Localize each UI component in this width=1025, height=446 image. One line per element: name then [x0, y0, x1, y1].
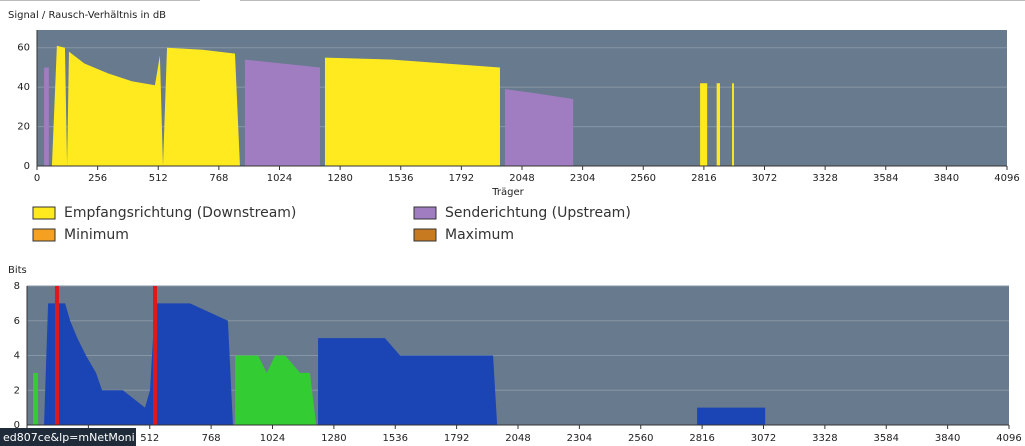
x-tick-label: 1280: [327, 173, 352, 184]
x-tick-label: 3584: [873, 173, 898, 184]
y-tick-label: 2: [14, 385, 20, 396]
y-tick-label: 0: [14, 420, 20, 431]
x-tick-label: 1024: [260, 433, 285, 444]
x-tick-label: 1792: [449, 173, 474, 184]
y-tick-label: 20: [17, 122, 30, 133]
legend-swatch: [32, 228, 56, 242]
x-tick-label: 2816: [689, 433, 714, 444]
x-tick-label: 1792: [444, 433, 469, 444]
legend-swatch: [413, 206, 437, 220]
legend-label: Maximum: [445, 227, 514, 243]
area-series: [44, 59, 574, 166]
legend-label: Senderichtung (Upstream): [445, 205, 631, 221]
area-series: [51, 45, 734, 167]
x-tick-label: 3328: [812, 433, 837, 444]
x-tick-label: 1536: [383, 433, 408, 444]
x-axis-label: Träger: [491, 187, 524, 198]
x-tick-label: 2816: [691, 173, 716, 184]
y-tick-label: 8: [14, 281, 20, 292]
x-tick-label: 1280: [321, 433, 346, 444]
legend-swatch: [32, 206, 56, 220]
x-tick-label: 2048: [509, 173, 534, 184]
legend-label: Empfangsrichtung (Downstream): [64, 205, 296, 221]
x-tick-label: 4096: [996, 433, 1021, 444]
x-tick-label: 3072: [752, 173, 777, 184]
x-tick-label: 768: [202, 433, 221, 444]
area-series: [32, 355, 317, 425]
y-tick-label: 4: [14, 351, 20, 362]
chart-title: Bits: [8, 265, 27, 276]
x-tick-label: 3328: [812, 173, 837, 184]
x-tick-label: 2304: [567, 433, 592, 444]
status-bar: ed807ce&lp=mNetMoni: [0, 428, 136, 446]
x-tick-label: 4096: [994, 173, 1019, 184]
x-tick-label: 512: [149, 173, 168, 184]
x-tick-label: 3840: [935, 433, 960, 444]
area-series: [44, 303, 766, 425]
x-tick-label: 2304: [570, 173, 595, 184]
x-tick-label: 3072: [751, 433, 776, 444]
legend-swatch: [413, 228, 437, 242]
status-bar-bg: [0, 428, 136, 446]
x-tick-label: 1536: [388, 173, 413, 184]
x-tick-label: 3840: [934, 173, 959, 184]
y-tick-label: 6: [14, 316, 20, 327]
x-tick-label: 256: [88, 173, 107, 184]
y-tick-label: 0: [24, 161, 30, 172]
legend-label: Minimum: [64, 227, 129, 243]
y-tick-label: 40: [17, 82, 30, 93]
x-tick-label: 1024: [267, 173, 292, 184]
x-tick-label: 2560: [631, 173, 656, 184]
x-tick-label: 2048: [505, 433, 530, 444]
x-tick-label: 2560: [628, 433, 653, 444]
x-tick-label: 512: [140, 433, 159, 444]
x-tick-label: 0: [34, 173, 40, 184]
x-tick-label: 768: [209, 173, 228, 184]
status-url: ed807ce&lp=mNetMoni: [3, 431, 135, 444]
y-tick-label: 60: [17, 43, 30, 54]
chart-title: Signal / Rausch-Verhältnis in dB: [8, 10, 166, 21]
x-tick-label: 3584: [874, 433, 899, 444]
